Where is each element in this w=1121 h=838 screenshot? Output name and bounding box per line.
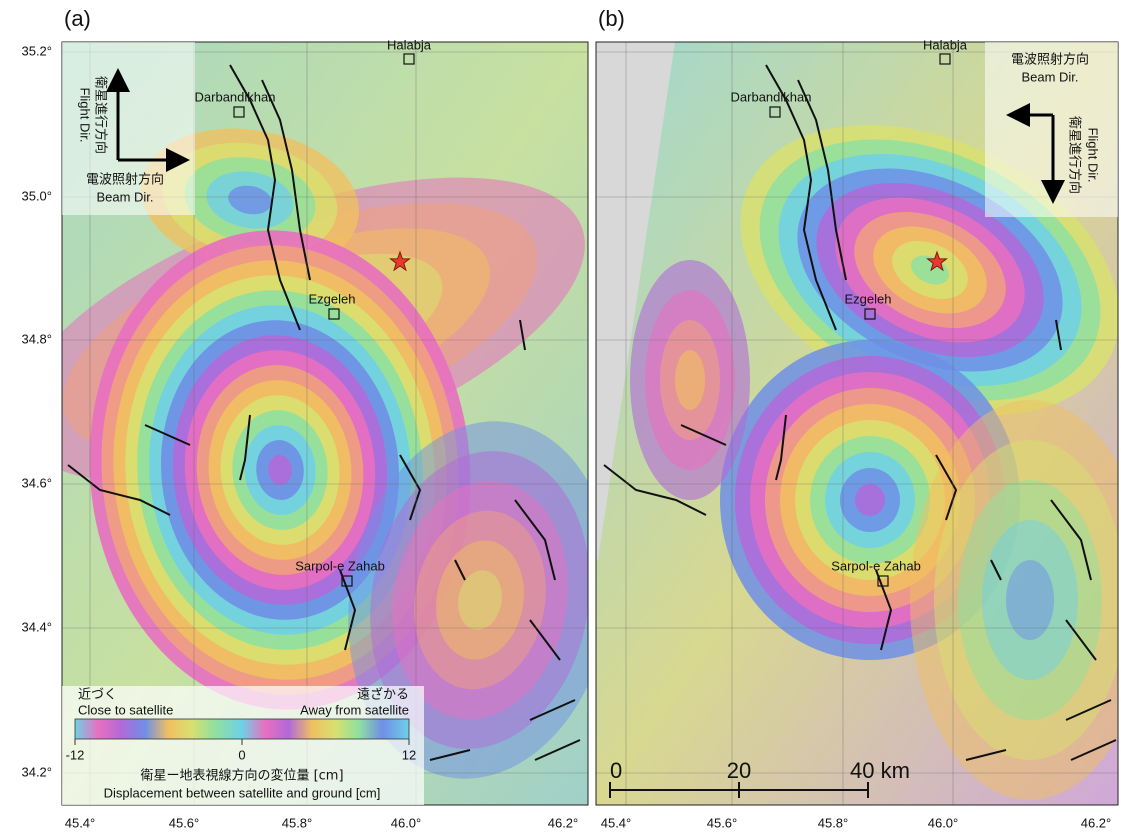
figure: 35.2° 35.0° 34.8° 34.6° 34.4° 34.2° (a) 45.4° 45… bbox=[0, 0, 1121, 838]
lon-label: 45.8° bbox=[282, 815, 313, 830]
lat-label: 34.4° bbox=[21, 619, 52, 634]
place-name: Sarpol-e Zahab bbox=[831, 558, 921, 573]
flight-dir-en: Flight Dir. bbox=[1086, 128, 1101, 183]
scale-label: 20 bbox=[727, 758, 751, 783]
scale-label: 0 bbox=[610, 758, 622, 783]
colorbar-label: 0 bbox=[238, 747, 245, 762]
panel-label: (a) bbox=[64, 6, 91, 31]
flight-dir-en: Flight Dir. bbox=[78, 88, 93, 143]
beam-dir-ja: 電波照射方向 bbox=[86, 172, 164, 188]
legend-close-en: Close to satellite bbox=[78, 702, 173, 717]
place-name: Ezgeleh bbox=[309, 291, 356, 306]
lat-label: 34.8° bbox=[21, 331, 52, 346]
lat-label: 35.0° bbox=[21, 188, 52, 203]
beam-dir-en: Beam Dir. bbox=[96, 189, 153, 204]
lon-label: 45.6° bbox=[707, 815, 738, 830]
lon-label: 46.0° bbox=[928, 815, 959, 830]
lat-label: 34.6° bbox=[21, 475, 52, 490]
lon-label: 45.8° bbox=[818, 815, 849, 830]
lat-label: 35.2° bbox=[21, 43, 52, 58]
beam-dir-ja: 電波照射方向 bbox=[1011, 52, 1089, 68]
colorbar-label: -12 bbox=[66, 747, 85, 762]
lon-label: 45.4° bbox=[601, 815, 632, 830]
lat-label: 34.2° bbox=[21, 764, 52, 779]
legend-close-ja: 近づく bbox=[78, 688, 117, 703]
place-name: Darbandikhan bbox=[195, 89, 276, 104]
legend-away-en: Away from satellite bbox=[300, 702, 409, 717]
legend-title-en: Displacement between satellite and groun… bbox=[104, 785, 381, 800]
fringe bbox=[855, 484, 885, 516]
lon-label: 46.2° bbox=[1081, 815, 1112, 830]
legend-title-ja: 衛星ー地表視線方向の変位量 [cm] bbox=[140, 768, 343, 784]
legend-away-ja: 遠ざかる bbox=[357, 687, 409, 703]
place-name: Halabja bbox=[387, 37, 432, 52]
lon-label: 45.6° bbox=[169, 815, 200, 830]
fringe bbox=[675, 350, 705, 410]
scale-label: 40 km bbox=[850, 758, 910, 783]
colorbar bbox=[75, 719, 409, 739]
place-name: Halabja bbox=[923, 37, 968, 52]
place-name: Darbandikhan bbox=[731, 89, 812, 104]
panel-label: (b) bbox=[598, 6, 625, 31]
lon-label: 46.2° bbox=[548, 815, 579, 830]
beam-dir-en: Beam Dir. bbox=[1021, 69, 1078, 84]
place-name: Ezgeleh bbox=[845, 291, 892, 306]
lon-label: 46.0° bbox=[391, 815, 422, 830]
colorbar-label: 12 bbox=[402, 747, 416, 762]
flight-dir-ja: 衛星進行方向 bbox=[93, 76, 109, 154]
lon-label: 45.4° bbox=[65, 815, 96, 830]
flight-dir-ja: 衛星進行方向 bbox=[1067, 116, 1083, 194]
place-name: Sarpol-e Zahab bbox=[295, 558, 385, 573]
